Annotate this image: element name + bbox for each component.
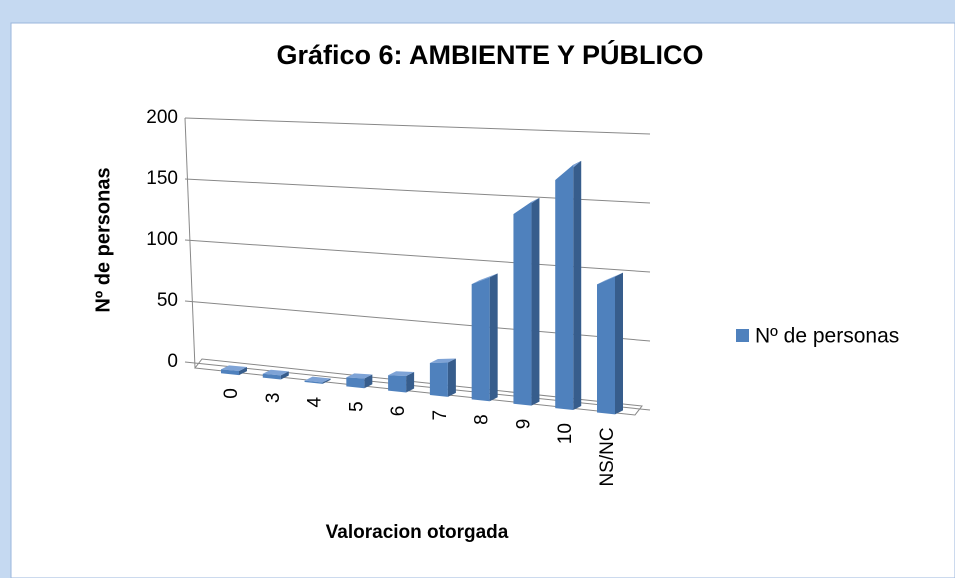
x-tick-label: 7 <box>430 410 451 421</box>
bar-top <box>262 369 289 376</box>
bar-front <box>262 373 281 380</box>
bar-side <box>489 273 498 402</box>
bar <box>555 160 582 410</box>
x-tick-label: 8 <box>472 414 493 425</box>
bar <box>221 365 247 376</box>
bar-side <box>447 358 456 397</box>
bar-top <box>429 358 456 364</box>
bar <box>429 358 456 397</box>
bar-side <box>531 197 540 406</box>
bar-top <box>597 272 623 285</box>
bar-top <box>471 273 498 285</box>
bar-front <box>513 201 532 406</box>
bar-side <box>239 366 247 376</box>
bar-side <box>406 372 415 393</box>
x-tick-label: 0 <box>221 388 242 399</box>
bar <box>597 272 623 415</box>
legend-swatch <box>736 329 749 342</box>
y-tick-label: 150 <box>146 168 178 189</box>
y-tick-label: 100 <box>146 229 178 250</box>
x-tick-label: 10 <box>555 423 576 444</box>
bar <box>262 369 289 380</box>
bar-front <box>555 164 574 410</box>
y-axis-label: Nº de personas <box>92 167 114 312</box>
bar <box>304 376 331 384</box>
x-tick-label: 6 <box>388 406 409 417</box>
x-tick-label: 9 <box>513 419 534 430</box>
x-tick-label: 5 <box>346 401 367 412</box>
bar-front <box>429 362 448 397</box>
bar-top <box>346 373 373 379</box>
bar-top <box>304 376 331 383</box>
bar-front <box>471 277 490 402</box>
y-tick-label: 50 <box>157 290 178 311</box>
x-axis-label: Valoracion otorgada <box>326 522 509 543</box>
bar-front <box>597 276 615 415</box>
bar-side <box>364 374 373 389</box>
chart-title: Gráfico 6: AMBIENTE Y PÚBLICO <box>276 39 703 70</box>
bar-front <box>304 380 323 384</box>
bar-side <box>322 378 331 384</box>
bar-top <box>221 365 247 371</box>
bar-front <box>346 377 365 389</box>
grid-line <box>184 117 651 135</box>
x-tick-label: NS/NC <box>597 427 618 486</box>
x-tick-label: 4 <box>305 396 326 407</box>
bar <box>471 273 498 402</box>
bar-side <box>573 160 582 410</box>
x-tick-label: 3 <box>263 393 284 404</box>
bar-front <box>388 375 407 393</box>
bar <box>513 197 540 406</box>
bar <box>346 373 373 389</box>
bar-top <box>388 371 415 377</box>
legend-label: Nº de personas <box>755 325 899 348</box>
y-axis <box>184 117 196 369</box>
bar <box>388 371 415 393</box>
y-tick-label: 200 <box>146 107 178 128</box>
bar-front <box>221 369 239 376</box>
bar-side <box>615 272 623 415</box>
bar-side <box>280 371 289 380</box>
y-tick-label: 0 <box>167 351 178 372</box>
